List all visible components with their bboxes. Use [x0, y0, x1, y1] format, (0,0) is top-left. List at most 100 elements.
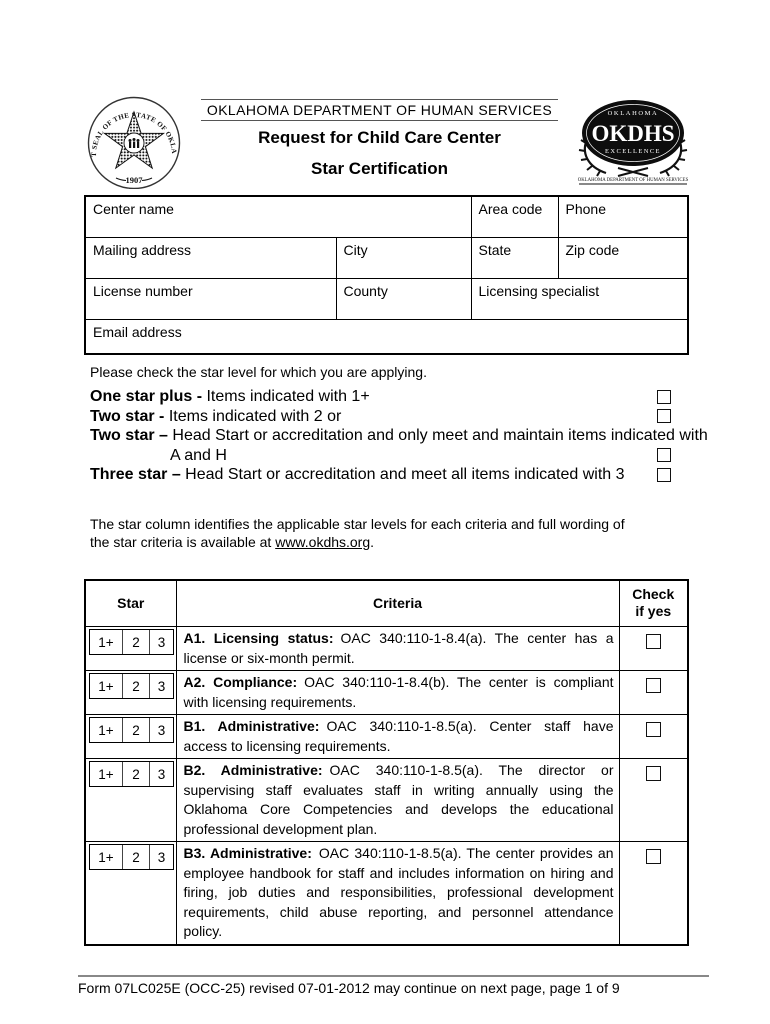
criteria-text: OAC 340:110-1-8.5(a). The director or su… [183, 762, 614, 837]
two-star-checkbox[interactable] [657, 409, 671, 424]
footer-text: Form 07LC025E (OCC-25) revised 07-01-201… [78, 979, 620, 996]
phone-field[interactable]: Phone [557, 195, 689, 238]
header-titles: OKLAHOMA DEPARTMENT OF HUMAN SERVICES Re… [183, 95, 576, 179]
option-label: Two star - Items indicated with 2 or [90, 407, 342, 425]
star-level-indicator: 1+ 2 3 [89, 629, 174, 655]
two-star-head-start-checkbox[interactable] [657, 448, 671, 463]
option-label: A and H [170, 446, 227, 464]
criteria-table: Star Criteria Check if yes 1+ 2 3 A1. Licen… [84, 578, 689, 946]
contact-info-table: Center name Area code Phone Mailing addr… [84, 195, 689, 355]
star-level-indicator: 1+ 2 3 [89, 761, 174, 787]
star-level-2: 2 [123, 762, 150, 786]
a2-checkbox[interactable] [645, 678, 661, 693]
criteria-text-cell: B3. Administrative: OAC 340:110-1-8.5(a).… [175, 841, 620, 945]
city-field[interactable]: City [335, 236, 472, 279]
logo-acronym: OKDHS [591, 121, 674, 146]
table-row: Email address [84, 318, 689, 355]
criteria-column-header: Criteria [175, 579, 620, 627]
criteria-text-cell: A2. Compliance: OAC 340:110-1-8.4(b). The… [175, 670, 620, 715]
state-field[interactable]: State [470, 236, 559, 279]
department-name: OKLAHOMA DEPARTMENT OF HUMAN SERVICES [200, 99, 559, 121]
option-one-star-plus: One star plus - Items indicated with 1+ [90, 387, 671, 407]
seal-year: 1907 [126, 175, 144, 185]
table-row: License number County Licensing speciali… [84, 277, 689, 320]
field-label: Area code [478, 201, 543, 217]
check-cell [618, 670, 689, 715]
field-label: City [343, 241, 368, 258]
star-level-2: 2 [123, 718, 150, 742]
star-level-1plus: 1+ [90, 674, 123, 698]
note-line1: The star column identifies the applicabl… [90, 515, 625, 532]
area-code-field[interactable]: Area code [470, 195, 559, 238]
option-label: Three star – Head Start or accreditation… [90, 466, 625, 483]
form-header: GREAT SEAL OF THE STATE OF OKLAHOMA 1907… [82, 89, 690, 192]
criteria-row-b2: 1+ 2 3 B2. Administrative: OAC 340:110-1-8.… [84, 758, 689, 842]
logo-caption: OKLAHOMA DEPARTMENT OF HUMAN SERVICES [578, 178, 689, 183]
criteria-code: B3. Administrative: [183, 845, 312, 861]
license-number-field[interactable]: License number [84, 277, 337, 320]
check-cell [618, 714, 689, 759]
check-cell [618, 841, 689, 945]
three-star-checkbox[interactable] [657, 467, 671, 482]
a1-checkbox[interactable] [645, 634, 661, 649]
b3-checkbox[interactable] [645, 849, 661, 864]
okdhs-logo-icon: OKLAHOMA OKDHS EXCELLENCE OKLAHOMA DEPAR… [576, 95, 690, 192]
okdhs-link[interactable]: www.okdhs.org [275, 534, 371, 550]
oklahoma-state-seal-icon: GREAT SEAL OF THE STATE OF OKLAHOMA 1907 [82, 89, 183, 194]
star-levels-cell: 1+ 2 3 [84, 626, 177, 671]
field-label: Phone [565, 201, 606, 217]
logo-motto: EXCELLENCE [605, 148, 661, 155]
b1-checkbox[interactable] [645, 722, 661, 737]
option-two-star: Two star - Items indicated with 2 or [90, 407, 671, 427]
criteria-row-b3: 1+ 2 3 B3. Administrative: OAC 340:110-1-8.… [84, 841, 689, 945]
star-level-2: 2 [123, 630, 150, 654]
star-level-indicator: 1+ 2 3 [89, 717, 174, 743]
check-cell [618, 626, 689, 671]
licensing-specialist-field[interactable]: Licensing specialist [470, 277, 689, 320]
criteria-code: A2. Compliance: [183, 674, 298, 690]
check-header-line1: Check [632, 586, 675, 603]
star-level-indicator: 1+ 2 3 [89, 673, 174, 699]
criteria-text-cell: B2. Administrative: OAC 340:110-1-8.5(a).… [175, 758, 620, 842]
option-label: Two star – Head Start or accreditation a… [90, 427, 708, 444]
mailing-address-field[interactable]: Mailing address [84, 236, 337, 279]
check-column-header: Check if yes [618, 579, 689, 627]
county-field[interactable]: County [335, 277, 472, 320]
star-level-3: 3 [157, 678, 166, 694]
star-level-instruction: Please check the star level for which yo… [90, 364, 427, 380]
field-label: Licensing specialist [478, 282, 600, 299]
star-level-2: 2 [123, 674, 150, 698]
zip-code-field[interactable]: Zip code [557, 236, 689, 279]
star-level-2: 2 [123, 845, 150, 869]
star-levels-cell: 1+ 2 3 [84, 841, 177, 945]
criteria-row-b1: 1+ 2 3 B1. Administrative: OAC 340:110-1-8.… [84, 714, 689, 759]
criteria-text: OAC 340:110-1-8.4(b). The center is comp… [183, 674, 614, 710]
one-star-plus-checkbox[interactable] [657, 389, 671, 404]
field-label: Center name [93, 201, 174, 217]
field-label: County [343, 282, 388, 299]
center-name-field[interactable]: Center name [84, 195, 472, 238]
email-address-field[interactable]: Email address [84, 318, 689, 355]
option-two-star-head-start-line2: A and H [90, 446, 671, 466]
page-title: Request for Child Care Center [258, 128, 501, 147]
star-level-indicator: 1+ 2 3 [89, 844, 174, 870]
table-row: Center name Area code Phone [84, 195, 689, 238]
star-levels-cell: 1+ 2 3 [84, 758, 177, 842]
b2-checkbox[interactable] [645, 766, 661, 781]
star-level-1plus: 1+ [90, 845, 123, 869]
criteria-row-a1: 1+ 2 3 A1. Licensing status: OAC 340:110-1-… [84, 626, 689, 671]
criteria-text: OAC 340:110-1-8.5(a). The center provide… [183, 845, 614, 939]
criteria-text-cell: A1. Licensing status: OAC 340:110-1-8.4(a… [175, 626, 620, 671]
footer-divider [78, 974, 709, 977]
star-levels-cell: 1+ 2 3 [84, 714, 177, 759]
star-level-1plus: 1+ [90, 718, 123, 742]
table-header-row: Star Criteria Check if yes [84, 579, 689, 627]
star-level-1plus: 1+ [90, 630, 123, 654]
star-level-3: 3 [157, 849, 166, 865]
field-label: State [478, 241, 512, 258]
star-level-3: 3 [157, 634, 166, 650]
criteria-code: A1. Licensing status: [183, 630, 334, 646]
field-label: Email address [93, 323, 182, 340]
page-subtitle: Star Certification [311, 159, 448, 178]
